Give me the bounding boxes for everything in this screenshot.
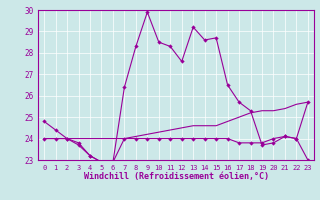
X-axis label: Windchill (Refroidissement éolien,°C): Windchill (Refroidissement éolien,°C) — [84, 172, 268, 181]
